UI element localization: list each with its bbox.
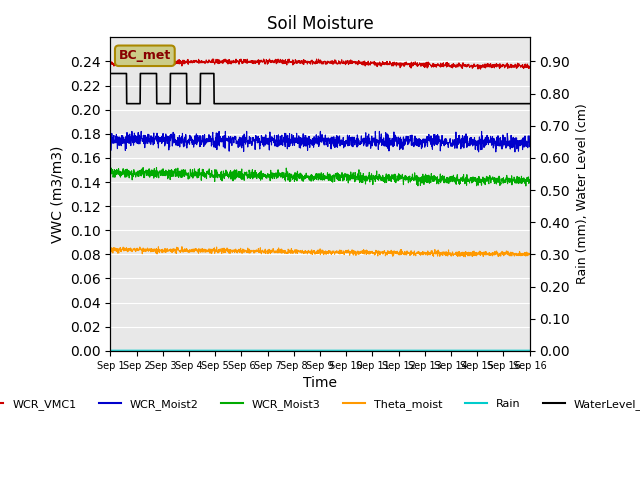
Title: Soil Moisture: Soil Moisture <box>267 15 373 33</box>
WaterLevel_cm <box>520 101 528 107</box>
WCR_Moist2 <box>521 142 529 148</box>
Line: WCR_VMC1: WCR_VMC1 <box>110 59 530 69</box>
WaterLevel_cm <box>418 101 426 107</box>
Theta_moist <box>480 252 488 257</box>
Line: WCR_Moist2: WCR_Moist2 <box>110 132 530 152</box>
Rain <box>418 348 426 353</box>
WCR_Moist2 <box>308 142 316 148</box>
WaterLevel_cm <box>526 101 534 107</box>
WCR_Moist2 <box>418 144 426 150</box>
Theta_moist <box>106 246 114 252</box>
WCR_Moist3 <box>479 178 487 183</box>
Rain <box>520 348 528 353</box>
WaterLevel_cm <box>106 71 114 76</box>
Rain <box>479 348 487 353</box>
Theta_moist <box>172 248 180 254</box>
Line: Theta_moist: Theta_moist <box>110 247 530 257</box>
WCR_VMC1 <box>477 66 484 72</box>
WCR_Moist3 <box>522 183 530 189</box>
WCR_Moist3 <box>140 165 147 170</box>
WCR_Moist3 <box>300 176 308 182</box>
WCR_Moist2 <box>172 137 180 143</box>
WCR_Moist3 <box>106 169 114 175</box>
WaterLevel_cm <box>308 101 316 107</box>
WCR_VMC1 <box>308 58 316 64</box>
WCR_VMC1 <box>418 60 426 66</box>
WCR_Moist3 <box>520 179 528 185</box>
WCR_Moist3 <box>526 177 534 182</box>
WCR_VMC1 <box>106 60 114 66</box>
Rain <box>172 348 180 353</box>
Theta_moist <box>178 244 186 250</box>
WaterLevel_cm <box>479 101 487 107</box>
Rain <box>300 348 308 353</box>
Theta_moist <box>521 252 529 258</box>
WCR_VMC1 <box>480 64 488 70</box>
WCR_Moist2 <box>300 141 308 147</box>
Theta_moist <box>526 251 534 256</box>
Line: WCR_Moist3: WCR_Moist3 <box>110 168 530 186</box>
WCR_VMC1 <box>300 59 308 65</box>
X-axis label: Time: Time <box>303 376 337 390</box>
Line: WaterLevel_cm: WaterLevel_cm <box>110 73 530 104</box>
WCR_Moist2 <box>526 133 534 139</box>
WCR_Moist3 <box>418 180 426 186</box>
WCR_VMC1 <box>164 56 172 62</box>
WaterLevel_cm <box>123 101 131 107</box>
WCR_VMC1 <box>526 65 534 71</box>
Y-axis label: VWC (m3/m3): VWC (m3/m3) <box>50 145 64 243</box>
Rain <box>526 348 534 353</box>
WCR_VMC1 <box>521 62 529 68</box>
WaterLevel_cm <box>300 101 308 107</box>
Theta_moist <box>308 252 316 257</box>
Rain <box>308 348 316 353</box>
WCR_Moist3 <box>308 172 316 178</box>
WCR_VMC1 <box>172 60 180 65</box>
WCR_Moist2 <box>479 141 487 147</box>
WCR_Moist2 <box>492 149 500 155</box>
Theta_moist <box>461 254 469 260</box>
WCR_Moist2 <box>106 135 114 141</box>
Text: BC_met: BC_met <box>119 49 171 62</box>
WCR_Moist3 <box>172 173 180 179</box>
Rain <box>106 348 114 353</box>
Theta_moist <box>418 252 426 257</box>
WaterLevel_cm <box>172 71 180 76</box>
Theta_moist <box>300 249 308 255</box>
Legend: WCR_VMC1, WCR_Moist2, WCR_Moist3, Theta_moist, Rain, WaterLevel_cm: WCR_VMC1, WCR_Moist2, WCR_Moist3, Theta_… <box>0 395 640 414</box>
WCR_Moist2 <box>128 129 136 134</box>
Y-axis label: Rain (mm), Water Level (cm): Rain (mm), Water Level (cm) <box>576 104 589 285</box>
